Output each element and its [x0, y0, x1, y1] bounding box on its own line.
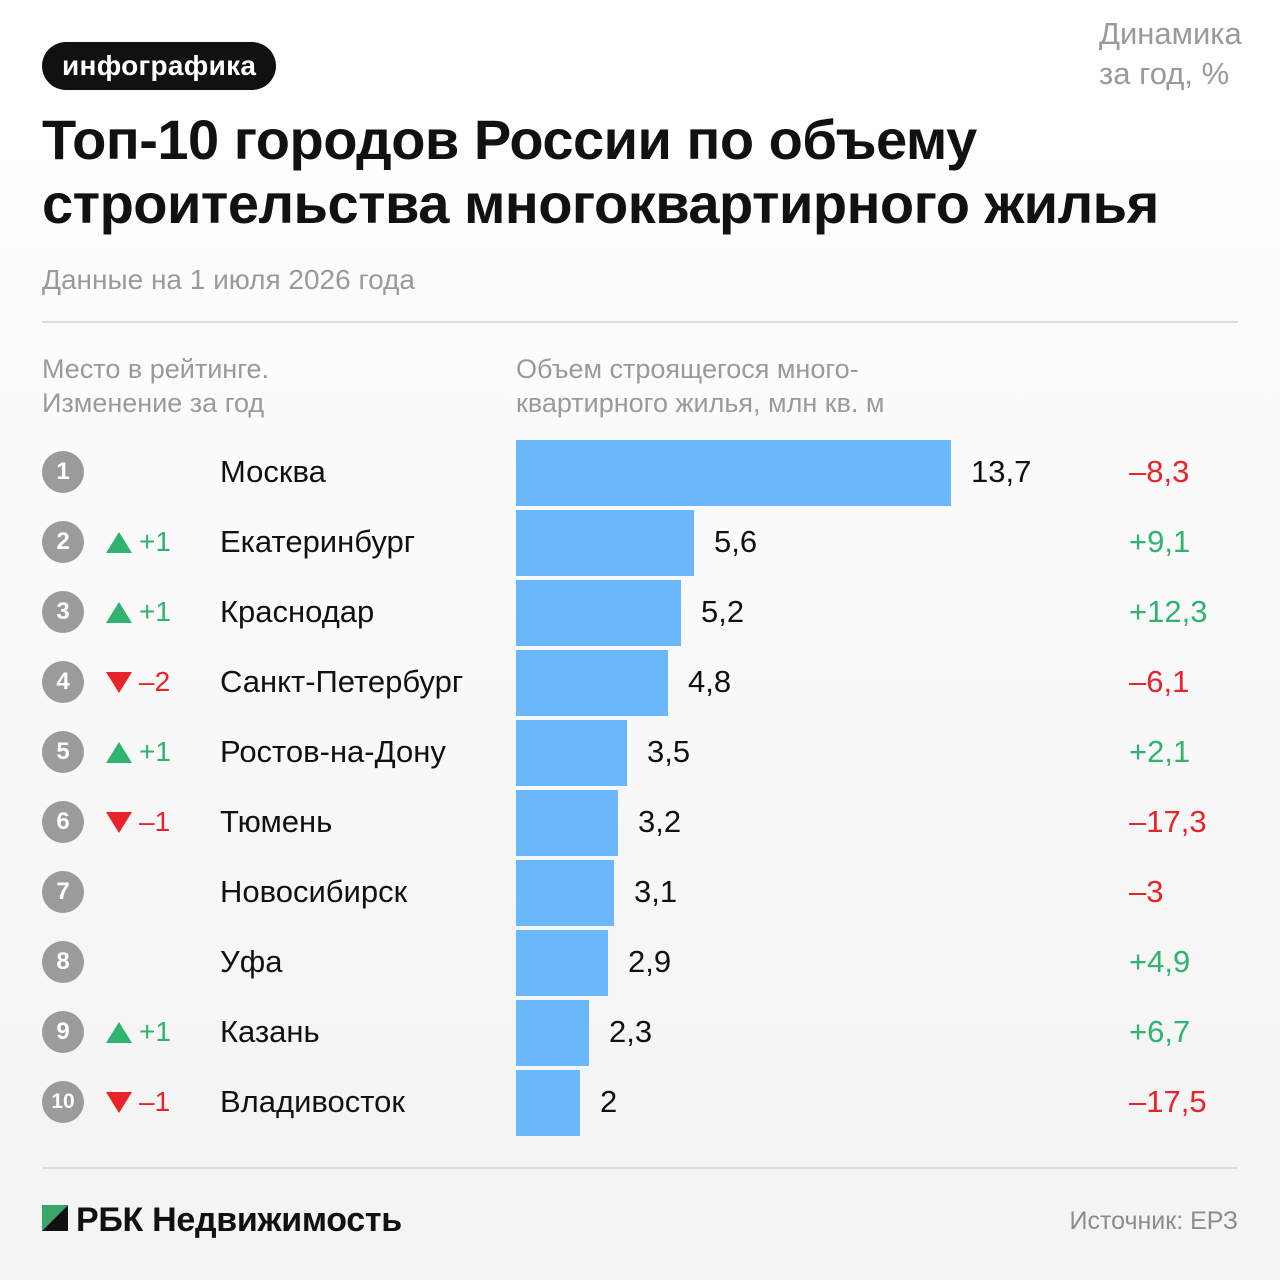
bar	[516, 720, 627, 786]
rank-badge: 3	[42, 591, 84, 633]
rank-change: +1	[139, 526, 171, 557]
rank-badge: 7	[42, 871, 84, 913]
rank-change: –2	[139, 666, 171, 697]
city-name: Краснодар	[220, 594, 375, 629]
dynamics-value: +4,9	[1129, 944, 1191, 979]
dynamics-value: +12,3	[1129, 594, 1208, 629]
bar-value-label: 3,5	[647, 734, 691, 769]
city-name: Уфа	[220, 944, 283, 979]
bar-value-label: 3,1	[634, 874, 678, 909]
bar	[516, 860, 614, 926]
bar	[516, 510, 694, 576]
bar	[516, 440, 951, 506]
table-row: 7 Новосибирск 3,1 –3	[0, 858, 1280, 928]
table-row: 9 +1 Казань 2,3 +6,7	[0, 998, 1280, 1068]
rank-badge: 6	[42, 801, 84, 843]
rank-change: –1	[139, 1086, 171, 1117]
rank-badge: 4	[42, 661, 84, 703]
rank-header-line1: Место в рейтинге.	[42, 354, 269, 384]
bar	[516, 650, 668, 716]
dynamics-value: +2,1	[1129, 734, 1191, 769]
table-row: 4 –2 Санкт-Петербург 4,8 –6,1	[0, 648, 1280, 718]
table-row: 8 Уфа 2,9 +4,9	[0, 928, 1280, 998]
bar	[516, 930, 608, 996]
bar-value-label: 4,8	[688, 664, 732, 699]
rank-badge: 10	[42, 1081, 84, 1123]
bar	[516, 1070, 580, 1136]
table-row: 6 –1 Тюмень 3,2 –17,3	[0, 788, 1280, 858]
table-row: 3 +1 Краснодар 5,2 +12,3	[0, 578, 1280, 648]
triangle-up-icon	[106, 742, 132, 763]
rank-badge: 5	[42, 731, 84, 773]
rank-change: –1	[139, 806, 171, 837]
city-name: Тюмень	[220, 804, 333, 839]
bar	[516, 790, 618, 856]
rank-column-header: Место в рейтинге. Изменение за год	[42, 352, 362, 420]
dynamics-value: –3	[1129, 874, 1164, 909]
triangle-down-icon	[106, 812, 132, 833]
city-name: Казань	[220, 1014, 320, 1049]
table-row: 2 +1 Екатеринбург 5,6 +9,1	[0, 508, 1280, 578]
rank-header-line2: Изменение за год	[42, 388, 265, 418]
bar-value-label: 2,3	[609, 1014, 653, 1049]
rank-change: +1	[139, 596, 171, 627]
triangle-down-icon	[106, 672, 132, 693]
table-row: 10 –1 Владивосток 2 –17,5	[0, 1068, 1280, 1138]
table-row: 5 +1 Ростов-на-Дону 3,5 +2,1	[0, 718, 1280, 788]
bar-value-label: 13,7	[971, 454, 1032, 489]
dynamics-value: +6,7	[1129, 1014, 1191, 1049]
bar-value-label: 5,2	[701, 594, 745, 629]
dynamics-header-line2: за год, %	[1099, 56, 1230, 91]
brand-name: РБК Недвижимость	[76, 1201, 402, 1239]
source-note: Источник: ЕРЗ	[1069, 1207, 1238, 1235]
triangle-up-icon	[106, 1022, 132, 1043]
rank-change: +1	[139, 1016, 171, 1047]
rank-badge: 2	[42, 521, 84, 563]
dynamics-value: –8,3	[1129, 454, 1190, 489]
city-name: Москва	[220, 454, 326, 489]
triangle-up-icon	[106, 532, 132, 553]
volume-header-line1: Объем строящегося много-	[516, 354, 859, 384]
page-subtitle: Данные на 1 июля 2026 года	[42, 264, 415, 295]
dynamics-header-line1: Динамика	[1099, 16, 1242, 51]
rank-badge: 1	[42, 451, 84, 493]
city-name: Екатеринбург	[220, 524, 416, 559]
volume-column-header: Объем строящегося много- квартирного жил…	[516, 352, 956, 420]
city-name: Санкт-Петербург	[220, 664, 464, 699]
bar-value-label: 3,2	[638, 804, 682, 839]
bar-value-label: 2	[600, 1084, 618, 1119]
dynamics-value: +9,1	[1129, 524, 1191, 559]
rank-badge: 8	[42, 941, 84, 983]
rank-badge: 9	[42, 1011, 84, 1053]
infographic-tag: инфографика	[42, 42, 277, 90]
triangle-up-icon	[106, 602, 132, 623]
bar-value-label: 2,9	[628, 944, 672, 979]
bar	[516, 1000, 589, 1066]
top-divider	[42, 321, 1238, 323]
triangle-down-icon	[106, 1092, 132, 1113]
rank-change: +1	[139, 736, 171, 767]
page-title: Топ-10 городов России по объему строител…	[42, 108, 1159, 235]
dynamics-value: –17,3	[1129, 804, 1207, 839]
dynamics-value: –17,5	[1129, 1084, 1207, 1119]
city-name: Ростов-на-Дону	[220, 734, 446, 769]
dynamics-value: –6,1	[1129, 664, 1190, 699]
volume-header-line2: квартирного жилья, млн кв. м	[516, 388, 885, 418]
table-row: 1 Москва 13,7 –8,3	[0, 438, 1280, 508]
city-name: Владивосток	[220, 1084, 405, 1119]
bar	[516, 580, 681, 646]
bottom-divider	[42, 1167, 1238, 1169]
bar-value-label: 5,6	[714, 524, 758, 559]
rbc-logo-icon	[42, 1205, 68, 1231]
city-name: Новосибирск	[220, 874, 408, 909]
dynamics-column-header: Динамика за год, %	[1099, 14, 1249, 94]
